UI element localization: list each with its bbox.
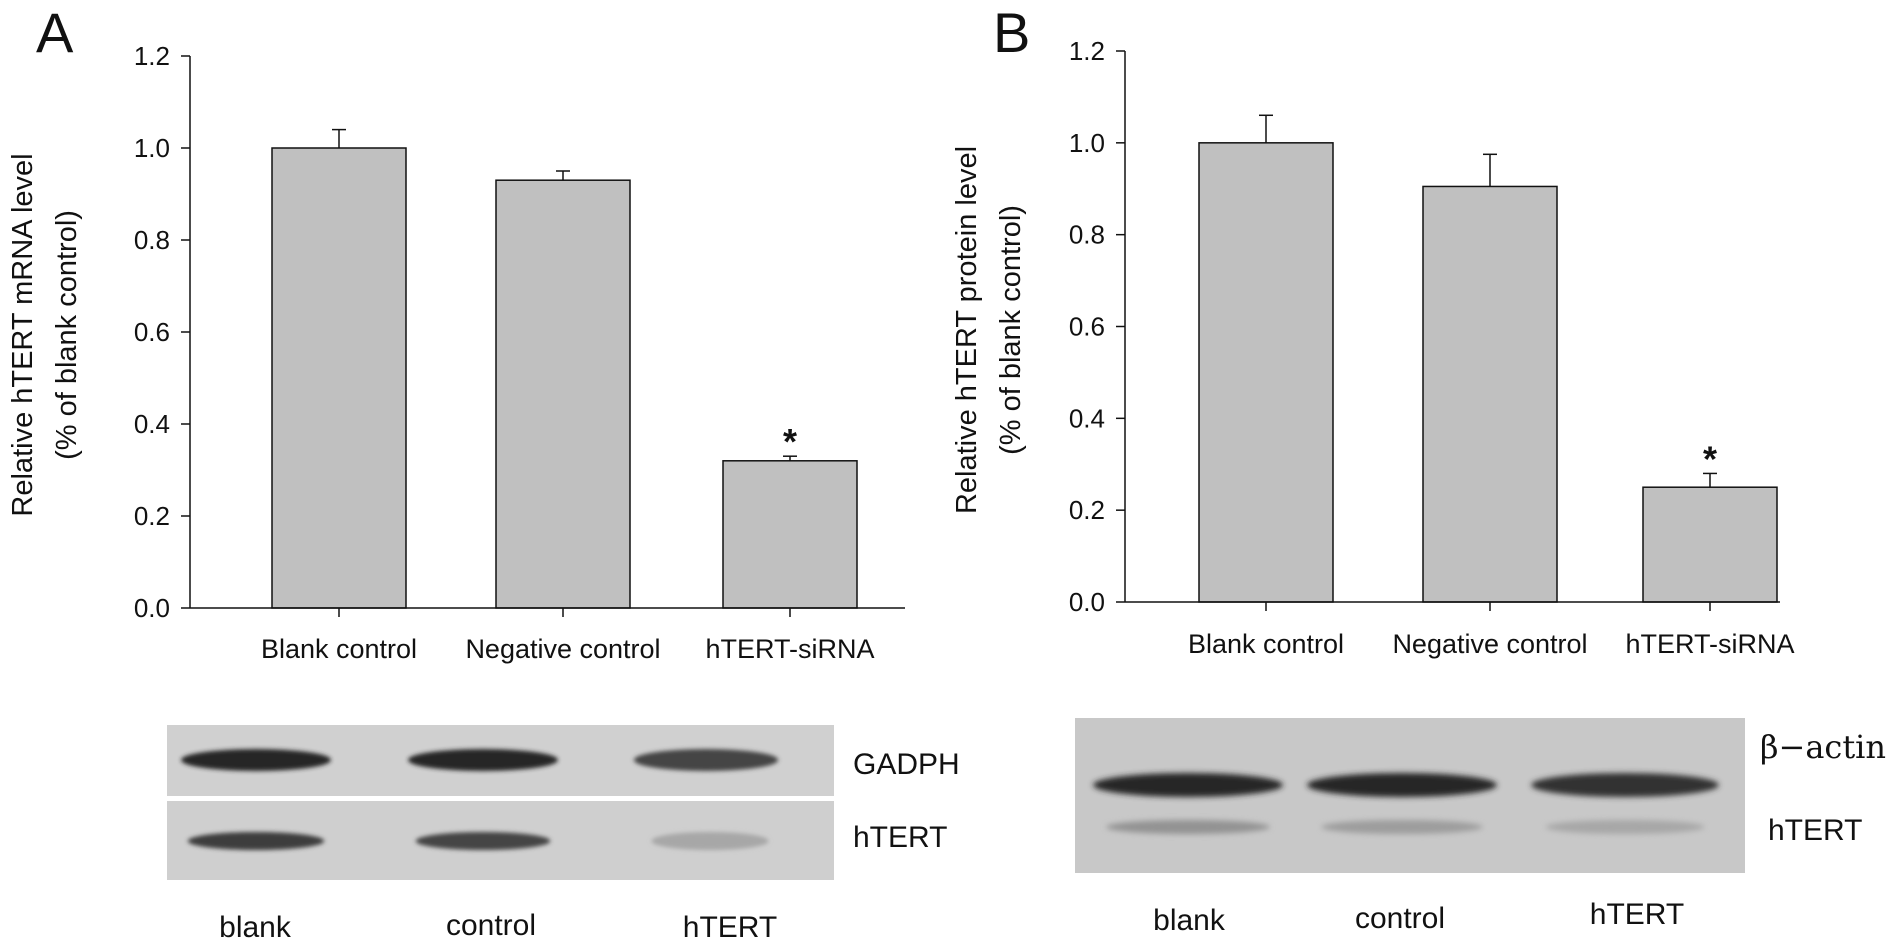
panel-b: B Relative hTERT protein level (% of bla… <box>951 1 1886 937</box>
y-tick-label-b-1: 0.2 <box>1069 495 1105 525</box>
blot-band-a-htert-2 <box>415 832 551 850</box>
lane-label-a-htert: hTERT <box>683 911 777 944</box>
lane-label-b-htert: hTERT <box>1590 898 1684 931</box>
blot-band-a-htert-1 <box>187 832 325 850</box>
significance-marker-b-3: * <box>1703 438 1717 479</box>
bar-a-3 <box>722 460 858 609</box>
bar-b-1 <box>1198 142 1334 603</box>
y-axis-title-b: Relative hTERT protein level <box>951 146 983 514</box>
y-tick-label-b-4: 0.8 <box>1069 220 1105 250</box>
y-tick-label-a-1: 0.2 <box>134 501 170 531</box>
x-category-label-b-1: Blank control <box>1188 629 1344 659</box>
panel-a: A Relative hTERT mRNA level (% of blank … <box>7 1 960 944</box>
y-tick-label-a-4: 0.8 <box>134 225 170 255</box>
y-tick-label-a-0: 0.0 <box>134 593 170 623</box>
blot-band-a-htert-3 <box>651 832 769 850</box>
y-tick-label-b-5: 1.0 <box>1069 128 1105 158</box>
x-category-label-a-3: hTERT-siRNA <box>705 634 874 664</box>
blot-band-b-actin-1 <box>1093 773 1283 797</box>
blot-band-a-gadph-3 <box>633 749 779 771</box>
blot-band-a-gadph-2 <box>408 749 558 771</box>
y-axis-title-a: Relative hTERT mRNA level <box>7 153 39 516</box>
blot-band-b-actin-2 <box>1307 773 1497 797</box>
lane-label-a-blank: blank <box>219 911 292 944</box>
y-tick-label-a-5: 1.0 <box>134 133 170 163</box>
panel-letter-b: B <box>993 1 1030 64</box>
band-label-gadph: GADPH <box>853 748 960 781</box>
y-tick-label-a-6: 1.2 <box>134 41 170 71</box>
y-axis-subtitle-b: (% of blank control) <box>995 205 1027 455</box>
blot-band-b-htert-1 <box>1106 820 1270 834</box>
band-label-htert-a: hTERT <box>853 821 947 854</box>
lane-label-a-control: control <box>446 909 536 942</box>
panel-letter-a: A <box>36 1 74 64</box>
blot-band-b-htert-3 <box>1545 820 1705 834</box>
bar-plot-b: Blank control Negative control * hTERT-siRN… <box>1069 36 1795 659</box>
x-category-label-b-3: hTERT-siRNA <box>1625 629 1794 659</box>
western-blot-b <box>1075 718 1745 873</box>
blot-band-b-actin-3 <box>1531 773 1719 797</box>
x-category-label-a-2: Negative control <box>465 634 660 664</box>
y-axis-subtitle-a: (% of blank control) <box>51 210 83 460</box>
lane-label-b-control: control <box>1355 902 1445 935</box>
bar-a-2 <box>495 179 631 609</box>
y-tick-label-a-3: 0.6 <box>134 317 170 347</box>
bar-a-1 <box>271 147 407 609</box>
bar-b-2 <box>1422 185 1558 603</box>
lane-label-b-blank: blank <box>1153 904 1226 937</box>
blot-band-b-htert-2 <box>1321 820 1483 834</box>
bar-b-3 <box>1642 486 1778 603</box>
y-tick-label-b-3: 0.6 <box>1069 312 1105 342</box>
x-category-label-b-2: Negative control <box>1392 629 1587 659</box>
y-tick-label-b-0: 0.0 <box>1069 587 1105 617</box>
blot-band-a-gadph-1 <box>181 749 331 771</box>
y-tick-label-b-2: 0.4 <box>1069 403 1105 433</box>
y-tick-label-b-6: 1.2 <box>1069 36 1105 66</box>
y-tick-label-a-2: 0.4 <box>134 409 170 439</box>
x-category-label-a-1: Blank control <box>261 634 417 664</box>
significance-marker-a-3: * <box>783 421 797 462</box>
band-label-beta-actin: β−actin <box>1760 728 1886 766</box>
bar-plot-a: Blank control Negative control * hTERT-siRN… <box>134 41 905 664</box>
western-blot-a <box>167 725 834 880</box>
band-label-htert-b: hTERT <box>1768 814 1862 847</box>
